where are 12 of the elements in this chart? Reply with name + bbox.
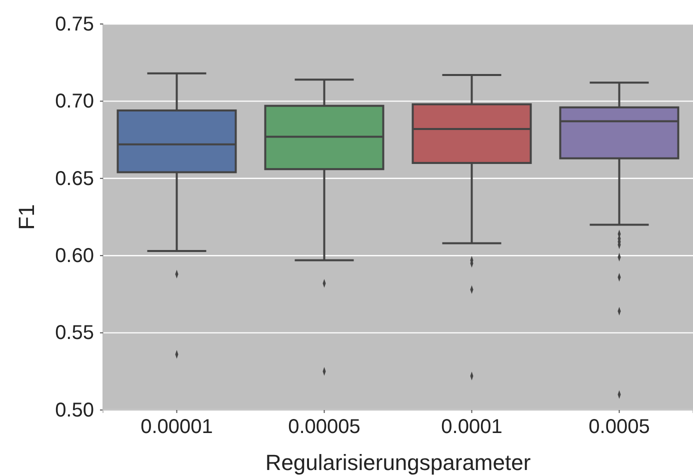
- y-tick-label: 0.55: [55, 322, 94, 344]
- y-axis-title: F1: [14, 204, 39, 230]
- x-tick-label: 0.0005: [588, 416, 650, 438]
- y-tick-label: 0.70: [55, 90, 94, 113]
- x-axis-title: Regularisierungsparameter: [265, 450, 531, 475]
- y-tick-label: 0.65: [55, 168, 94, 190]
- y-tick-label: 0.75: [55, 13, 94, 36]
- y-tick-label: 0.50: [55, 399, 94, 422]
- x-tick-label: 0.0001: [441, 416, 502, 438]
- y-tick-label: 0.60: [55, 245, 94, 267]
- x-tick-label: 0.00001: [140, 416, 213, 438]
- x-tick-label: 0.00005: [288, 416, 360, 438]
